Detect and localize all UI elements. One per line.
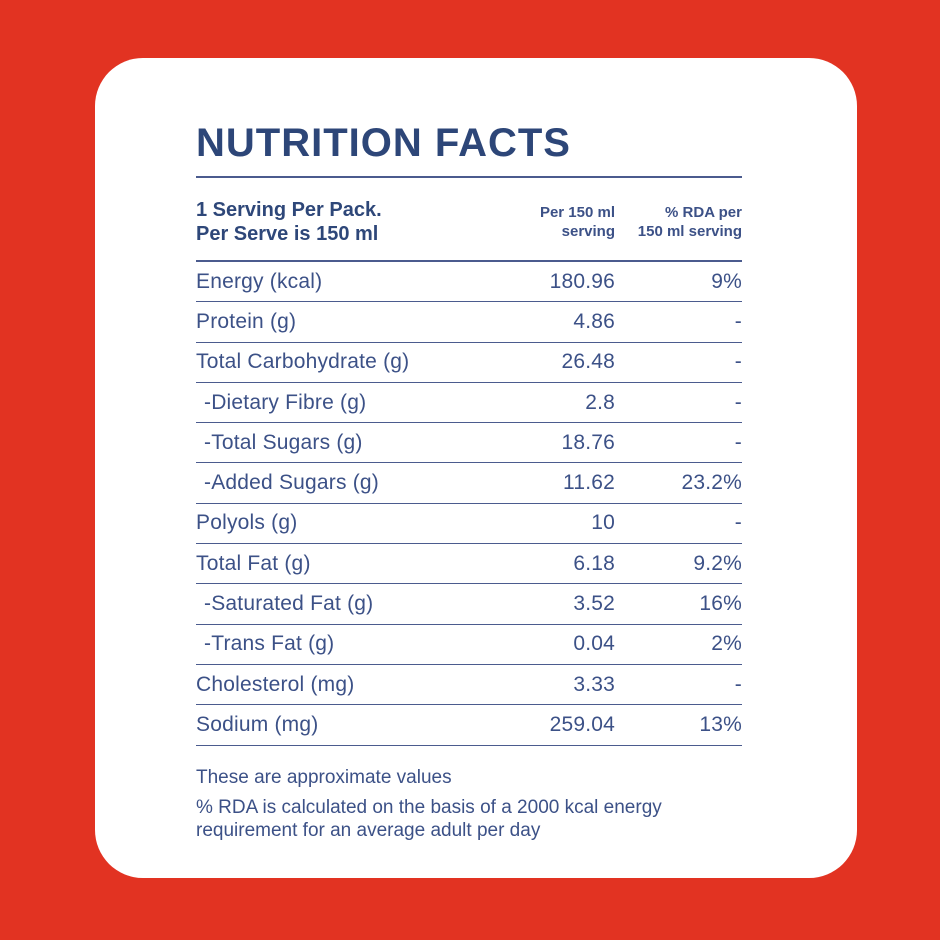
page-title: NUTRITION FACTS (196, 121, 571, 165)
title-divider (196, 176, 742, 178)
column-header-rda: % RDA per 150 ml serving (615, 203, 742, 241)
row-label: Protein (g) (196, 309, 297, 333)
table-row-saturated-fat: -Saturated Fat (g) 3.52 16% (196, 584, 742, 625)
row-value: 6.18 (573, 551, 615, 575)
row-value: 3.52 (573, 592, 615, 616)
row-value: 180.96 (549, 269, 615, 293)
row-label: Polyols (g) (196, 511, 298, 535)
table-row-cholesterol: Cholesterol (mg) 3.33 - (196, 665, 742, 706)
footnotes: These are approximate values % RDA is ca… (196, 766, 742, 842)
serving-info-line2: Per Serve is 150 ml (196, 223, 379, 245)
table-row-polyols: Polyols (g) 10 - (196, 504, 742, 545)
row-rda: - (734, 350, 742, 374)
table-header: 1 Serving Per Pack. Per Serve is 150 ml … (196, 186, 742, 262)
table-row-protein: Protein (g) 4.86 - (196, 302, 742, 343)
row-rda: - (734, 430, 742, 454)
column-header-per-serving-line1: Per 150 ml (539, 204, 615, 221)
row-value: 0.04 (573, 632, 615, 656)
table-row-total-sugars: -Total Sugars (g) 18.76 - (196, 423, 742, 464)
column-header-rda-line1: % RDA per (665, 204, 742, 221)
row-value: 10 (591, 511, 615, 535)
row-rda: 9.2% (693, 551, 742, 575)
row-label: -Dietary Fibre (g) (204, 390, 367, 414)
row-value: 2.8 (585, 390, 615, 414)
table-row-dietary-fibre: -Dietary Fibre (g) 2.8 - (196, 383, 742, 424)
row-rda: - (734, 511, 742, 535)
row-rda: - (734, 390, 742, 414)
row-rda: 23.2% (681, 471, 742, 495)
table-row-total-carbohydrate: Total Carbohydrate (g) 26.48 - (196, 343, 742, 383)
row-value: 18.76 (561, 430, 615, 454)
footnote-approximate-values: These are approximate values (196, 766, 452, 788)
row-label: -Saturated Fat (g) (204, 592, 374, 616)
footnote-rda-note: % RDA is calculated on the basis of a 20… (196, 796, 662, 841)
row-value: 11.62 (563, 471, 615, 495)
row-rda: 13% (699, 712, 742, 736)
row-rda: - (734, 672, 742, 696)
row-label: Total Carbohydrate (g) (196, 350, 410, 374)
column-header-per-serving-line2: serving (561, 223, 615, 240)
row-label: Cholesterol (mg) (196, 672, 355, 696)
table-row-energy: Energy (kcal) 180.96 9% (196, 262, 742, 303)
table-row-added-sugars: -Added Sugars (g) 11.62 23.2% (196, 463, 742, 504)
serving-info-line1: 1 Serving Per Pack. (196, 199, 382, 221)
table-row-sodium: Sodium (mg) 259.04 13% (196, 705, 742, 746)
row-rda: 9% (711, 269, 742, 293)
row-label: Sodium (mg) (196, 712, 319, 736)
row-label: -Added Sugars (g) (204, 471, 379, 495)
row-value: 259.04 (549, 712, 615, 736)
row-value: 4.86 (573, 309, 615, 333)
row-label: Energy (kcal) (196, 269, 323, 293)
column-header-per-serving: Per 150 ml serving (496, 203, 615, 241)
column-header-rda-line2: 150 ml serving (637, 223, 742, 240)
row-rda: - (734, 309, 742, 333)
row-rda: 2% (711, 632, 742, 656)
nutrition-card: NUTRITION FACTS 1 Serving Per Pack. Per … (95, 58, 857, 878)
row-label: -Trans Fat (g) (204, 632, 335, 656)
row-value: 26.48 (561, 350, 615, 374)
table-row-total-fat: Total Fat (g) 6.18 9.2% (196, 544, 742, 585)
serving-info: 1 Serving Per Pack. Per Serve is 150 ml (196, 198, 496, 246)
row-label: Total Fat (g) (196, 551, 311, 575)
row-label: -Total Sugars (g) (204, 430, 363, 454)
row-rda: 16% (699, 592, 742, 616)
table-row-trans-fat: -Trans Fat (g) 0.04 2% (196, 625, 742, 665)
nutrition-table: Energy (kcal) 180.96 9% Protein (g) 4.86… (196, 262, 742, 746)
row-value: 3.33 (573, 672, 615, 696)
